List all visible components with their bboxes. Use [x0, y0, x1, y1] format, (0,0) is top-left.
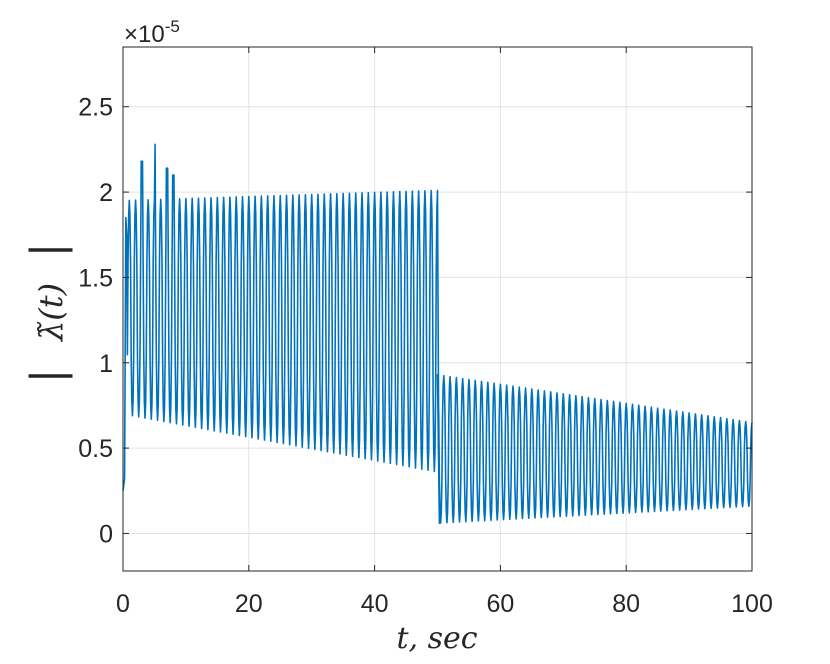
x-tick-label: 100 — [731, 590, 773, 618]
axis-ticks — [122, 47, 753, 571]
x-tick-label: 0 — [116, 590, 130, 618]
y-axis-title: | λ̃(t) | — [22, 243, 73, 384]
x-tick-label: 80 — [612, 590, 640, 618]
x-axis-title: t, sec — [396, 621, 477, 656]
series-line — [122, 143, 753, 525]
y-axis-title-bar-right: | — [22, 243, 73, 258]
y-tick-label: 2 — [99, 179, 113, 207]
axes-box — [122, 46, 753, 572]
y-tick-label: 2.5 — [78, 94, 113, 122]
x-tick-label: 20 — [235, 590, 263, 618]
y-tick-label: 0 — [99, 520, 113, 548]
x-tick-label: 60 — [486, 590, 514, 618]
y-axis-title-text: λ̃(t) — [32, 283, 70, 343]
y-exponent-label: ×10-5 — [124, 17, 180, 48]
x-tick-label: 40 — [361, 590, 389, 618]
tick-labels: 0 20 40 60 80 100 0 0.5 1 1.5 2 2.5 — [78, 94, 773, 618]
y-axis-title-bar-left: | — [22, 369, 73, 384]
y-tick-label: 0.5 — [78, 435, 113, 463]
y-tick-label: 1.5 — [78, 264, 113, 292]
y-tick-label: 1 — [99, 350, 113, 378]
